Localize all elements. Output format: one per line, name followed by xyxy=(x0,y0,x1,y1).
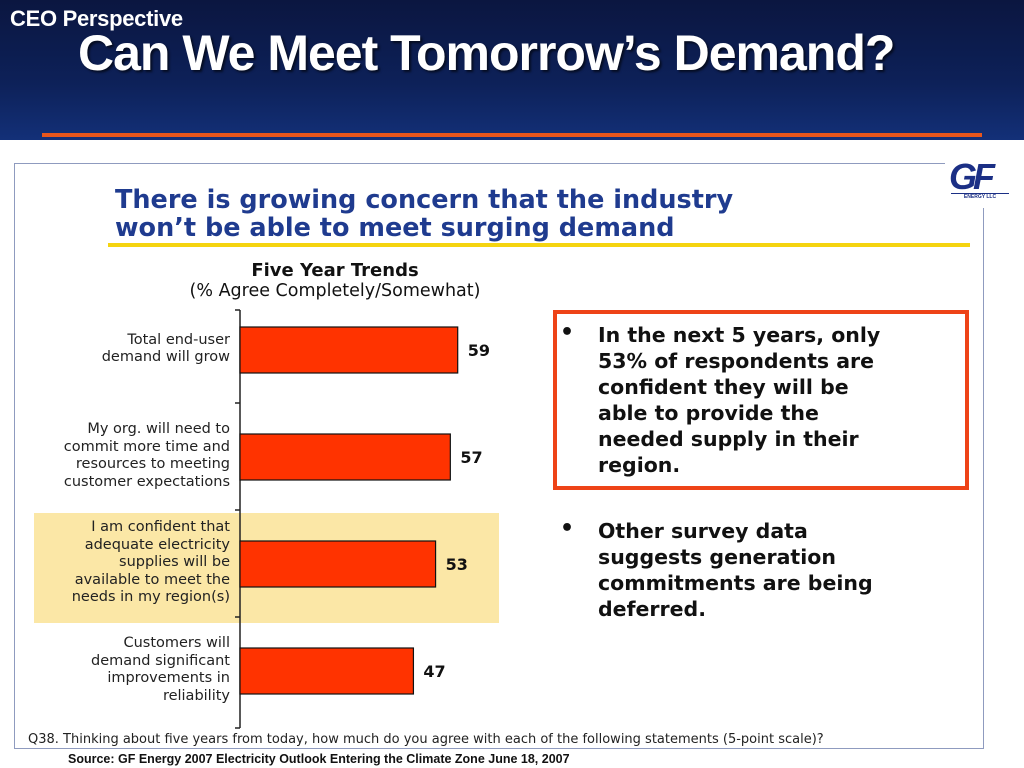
bar xyxy=(239,433,451,481)
chart-subtitle: (% Agree Completely/Somewhat) xyxy=(189,281,481,301)
bullet-2-line: commitments are being xyxy=(598,571,873,595)
logo-subtext: ENERGY LLC xyxy=(951,193,1009,200)
category-label-line: Customers will xyxy=(123,635,230,651)
headline-line-1: There is growing concern that the indust… xyxy=(115,185,734,215)
chart-title: Five Year Trends xyxy=(251,260,419,281)
bullet-2-line: suggests generation xyxy=(598,545,836,569)
category-label-line: reliability xyxy=(162,687,230,704)
category-label-line: customer expectations xyxy=(63,473,230,490)
bullet-2-line: Other survey data xyxy=(598,519,808,543)
bullet-2: Other survey data suggests generation co… xyxy=(598,518,968,622)
source-citation: Source: GF Energy 2007 Electricity Outlo… xyxy=(68,752,570,766)
category-label: My org. will need to commit more time and… xyxy=(20,421,230,491)
category-label-line: commit more time and xyxy=(63,438,230,455)
headline-line-2: won’t be able to meet surging demand xyxy=(115,213,675,243)
category-label: Customers will demand significant improvem… xyxy=(20,635,230,705)
bullet-1: In the next 5 years, only 53% of respond… xyxy=(598,322,968,478)
bullet-dot-2: • xyxy=(560,516,575,541)
category-label-line: Total end-user xyxy=(127,331,230,348)
category-label-line: improvements in xyxy=(107,670,230,686)
logo-letters: GF xyxy=(949,156,995,197)
bullet-2-line: deferred. xyxy=(598,597,706,621)
data-label: 57 xyxy=(460,448,482,467)
category-label-line: adequate electricity xyxy=(84,536,230,553)
chart-headline: There is growing concern that the indust… xyxy=(115,186,915,242)
chart-title-block: Five Year Trends (% Agree Completely/Som… xyxy=(140,260,530,302)
category-label-line: demand significant xyxy=(90,652,230,669)
category-label-line: demand will grow xyxy=(101,349,230,365)
bullet-1-line: region. xyxy=(598,453,681,477)
data-label: 53 xyxy=(446,555,468,574)
category-label: I am confident that adequate electricity s… xyxy=(20,519,230,607)
data-label: 59 xyxy=(468,341,490,360)
gf-energy-logo: GF ENERGY LLC xyxy=(949,156,1015,204)
category-label-line: I am confident that xyxy=(91,519,230,536)
logo-backdrop xyxy=(945,156,993,208)
bullet-1-line: able to provide the xyxy=(598,401,819,425)
category-label-line: resources to meeting xyxy=(75,456,230,472)
header-band xyxy=(0,0,1024,140)
slide-title: Can We Meet Tomorrow’s Demand? xyxy=(78,25,895,81)
data-label: 47 xyxy=(423,662,445,681)
bullet-dot-1: • xyxy=(560,320,575,345)
header-divider xyxy=(42,133,982,137)
category-label: Total end-user demand will grow xyxy=(20,332,230,367)
section-kicker: CEO Perspective xyxy=(10,6,183,31)
bullet-1-line: needed supply in their xyxy=(598,427,859,451)
survey-question-note: Q38. Thinking about five years from toda… xyxy=(28,732,824,747)
category-label-line: needs in my region(s) xyxy=(71,589,230,606)
category-label-line: My org. will need to xyxy=(87,421,230,437)
category-label-line: supplies will be xyxy=(119,554,230,571)
bullet-1-line: 53% of respondents are xyxy=(598,349,875,373)
headline-underline xyxy=(108,243,970,247)
callout-box xyxy=(553,310,969,490)
chart-frame xyxy=(14,163,984,749)
bullet-1-line: In the next 5 years, only xyxy=(598,323,881,347)
category-label-line: available to meet the xyxy=(74,571,230,588)
bar xyxy=(239,540,437,588)
bullet-1-line: confident they will be xyxy=(598,375,849,399)
bar xyxy=(239,326,459,374)
bar xyxy=(239,647,415,695)
